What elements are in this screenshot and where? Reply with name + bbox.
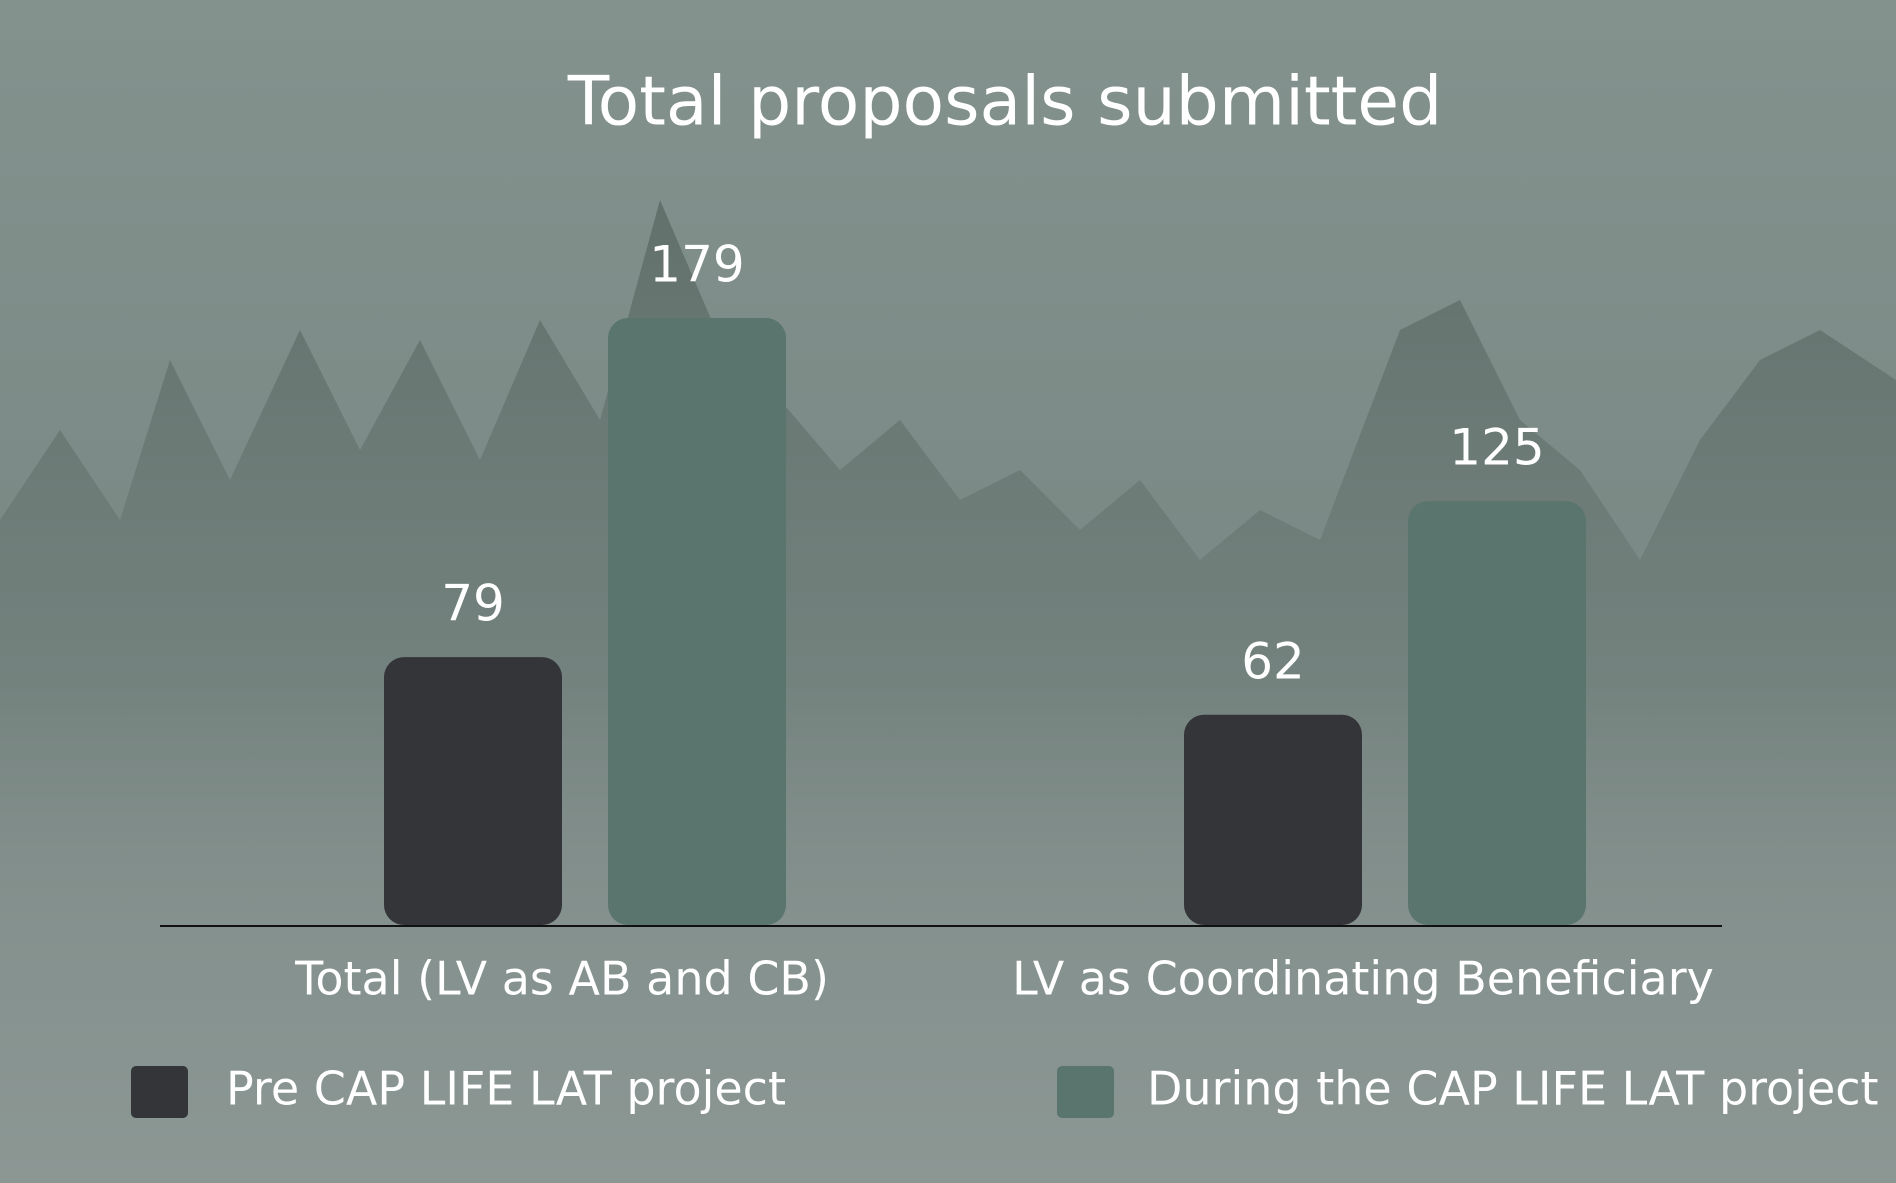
legend-label: Pre CAP LIFE LAT project (226, 1062, 786, 1116)
bar (384, 657, 562, 925)
value-label: 62 (1241, 632, 1305, 690)
bar (608, 318, 786, 925)
page: Total proposals submitted 79 179 Total (LV… (0, 0, 1896, 1183)
bar (1408, 501, 1586, 925)
legend-swatch (1057, 1066, 1114, 1118)
x-tick-label: LV as Coordinating Beneficiary (1012, 952, 1714, 1006)
chart-title: Total proposals submitted (567, 63, 1443, 142)
legend-swatch (131, 1066, 188, 1118)
value-label: 79 (441, 575, 505, 633)
value-label: 179 (649, 236, 744, 294)
legend-label: During the CAP LIFE LAT project (1147, 1062, 1879, 1116)
bar (1184, 715, 1362, 925)
value-label: 125 (1449, 419, 1544, 477)
x-tick-label: Total (LV as AB and CB) (294, 952, 829, 1006)
chart: Total proposals submitted 79 179 Total (LV… (0, 0, 1896, 1183)
